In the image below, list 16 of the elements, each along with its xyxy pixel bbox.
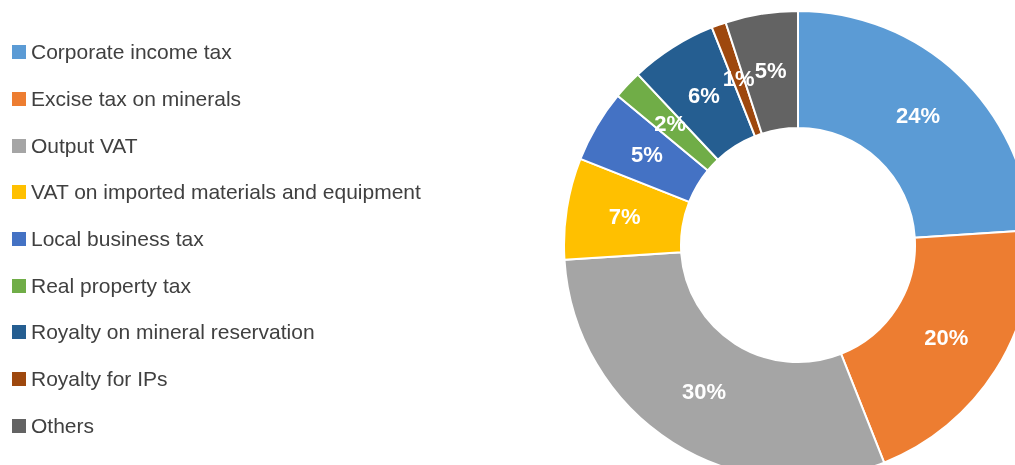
legend-label: VAT on imported materials and equipment bbox=[31, 180, 421, 205]
data-label: 5% bbox=[631, 141, 663, 167]
legend-label: Local business tax bbox=[31, 227, 204, 252]
data-label: 6% bbox=[688, 82, 720, 108]
legend-label: Output VAT bbox=[31, 133, 138, 158]
legend-label: Royalty on mineral reservation bbox=[31, 320, 315, 345]
data-label: 30% bbox=[681, 379, 726, 405]
data-label: 20% bbox=[924, 325, 969, 351]
data-label: 24% bbox=[896, 103, 941, 129]
data-label: 7% bbox=[608, 203, 641, 229]
legend-label: Corporate income tax bbox=[31, 40, 232, 65]
legend-label: Real property tax bbox=[31, 273, 191, 298]
legend-label: Royalty for IPs bbox=[31, 367, 168, 392]
legend-label: Excise tax on minerals bbox=[31, 87, 242, 112]
data-label: 5% bbox=[754, 57, 787, 83]
legend-label: Others bbox=[31, 413, 95, 438]
